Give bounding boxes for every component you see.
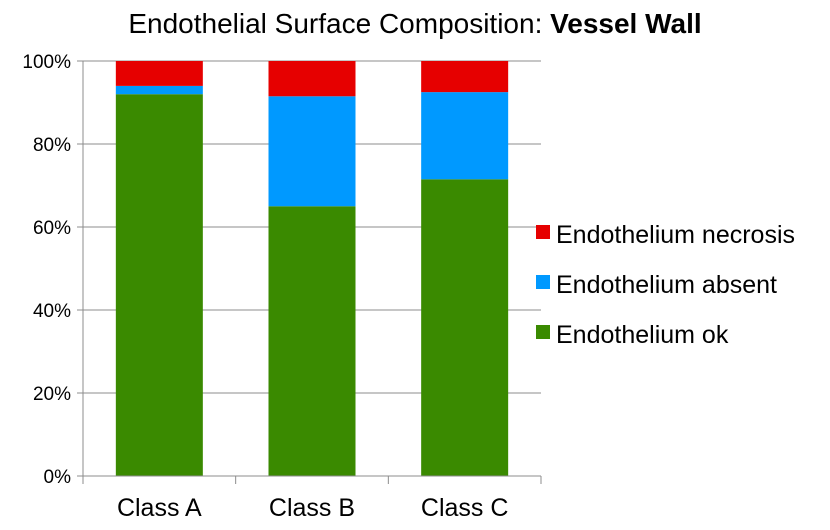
- bar-class-a-endothelium-ok: [115, 94, 203, 476]
- bar-class-b-endothelium-ok: [268, 206, 356, 476]
- bar-class-a-endothelium-necrosis: [115, 61, 203, 86]
- bar-class-c-endothelium-ok: [421, 179, 509, 476]
- y-tick-label-0: 0%: [44, 467, 72, 488]
- legend-swatch-endothelium-absent: [536, 275, 550, 289]
- x-tick-label-1: Class B: [269, 494, 355, 522]
- bar-class-b-endothelium-necrosis: [268, 61, 356, 97]
- bar-class-b-endothelium-absent: [268, 96, 356, 207]
- legend-label-endothelium-ok: Endothelium ok: [556, 321, 729, 349]
- y-tick-label-5: 100%: [22, 52, 71, 73]
- axes: 0% 20% 40% 60% 80% 100% Class A Class B Class C: [22, 52, 542, 522]
- legend-swatch-endothelium-necrosis: [536, 225, 550, 239]
- bar-class-c-endothelium-necrosis: [421, 61, 509, 93]
- y-tick-label-3: 60%: [33, 218, 71, 239]
- legend-label-endothelium-absent: Endothelium absent: [556, 271, 777, 299]
- y-tick-label-4: 80%: [33, 135, 71, 156]
- y-tick-label-1: 20%: [33, 384, 71, 405]
- legend-label-endothelium-necrosis: Endothelium necrosis: [556, 221, 795, 249]
- legend: Endothelium necrosis Endothelium absent En…: [536, 221, 795, 349]
- chart-title-text: Endothelial Surface Composition:: [128, 8, 551, 39]
- chart-title: Endothelial Surface Composition: Vessel …: [0, 6, 830, 42]
- x-tick-label-2: Class C: [421, 494, 509, 522]
- bar-class-c-endothelium-absent: [421, 92, 509, 180]
- bars: [115, 61, 509, 476]
- legend-swatch-endothelium-ok: [536, 325, 550, 339]
- chart-title-bold: Vessel Wall: [550, 8, 702, 39]
- y-tick-label-2: 40%: [33, 301, 71, 322]
- bar-class-a-endothelium-absent: [115, 85, 203, 95]
- x-tick-label-0: Class A: [117, 494, 202, 522]
